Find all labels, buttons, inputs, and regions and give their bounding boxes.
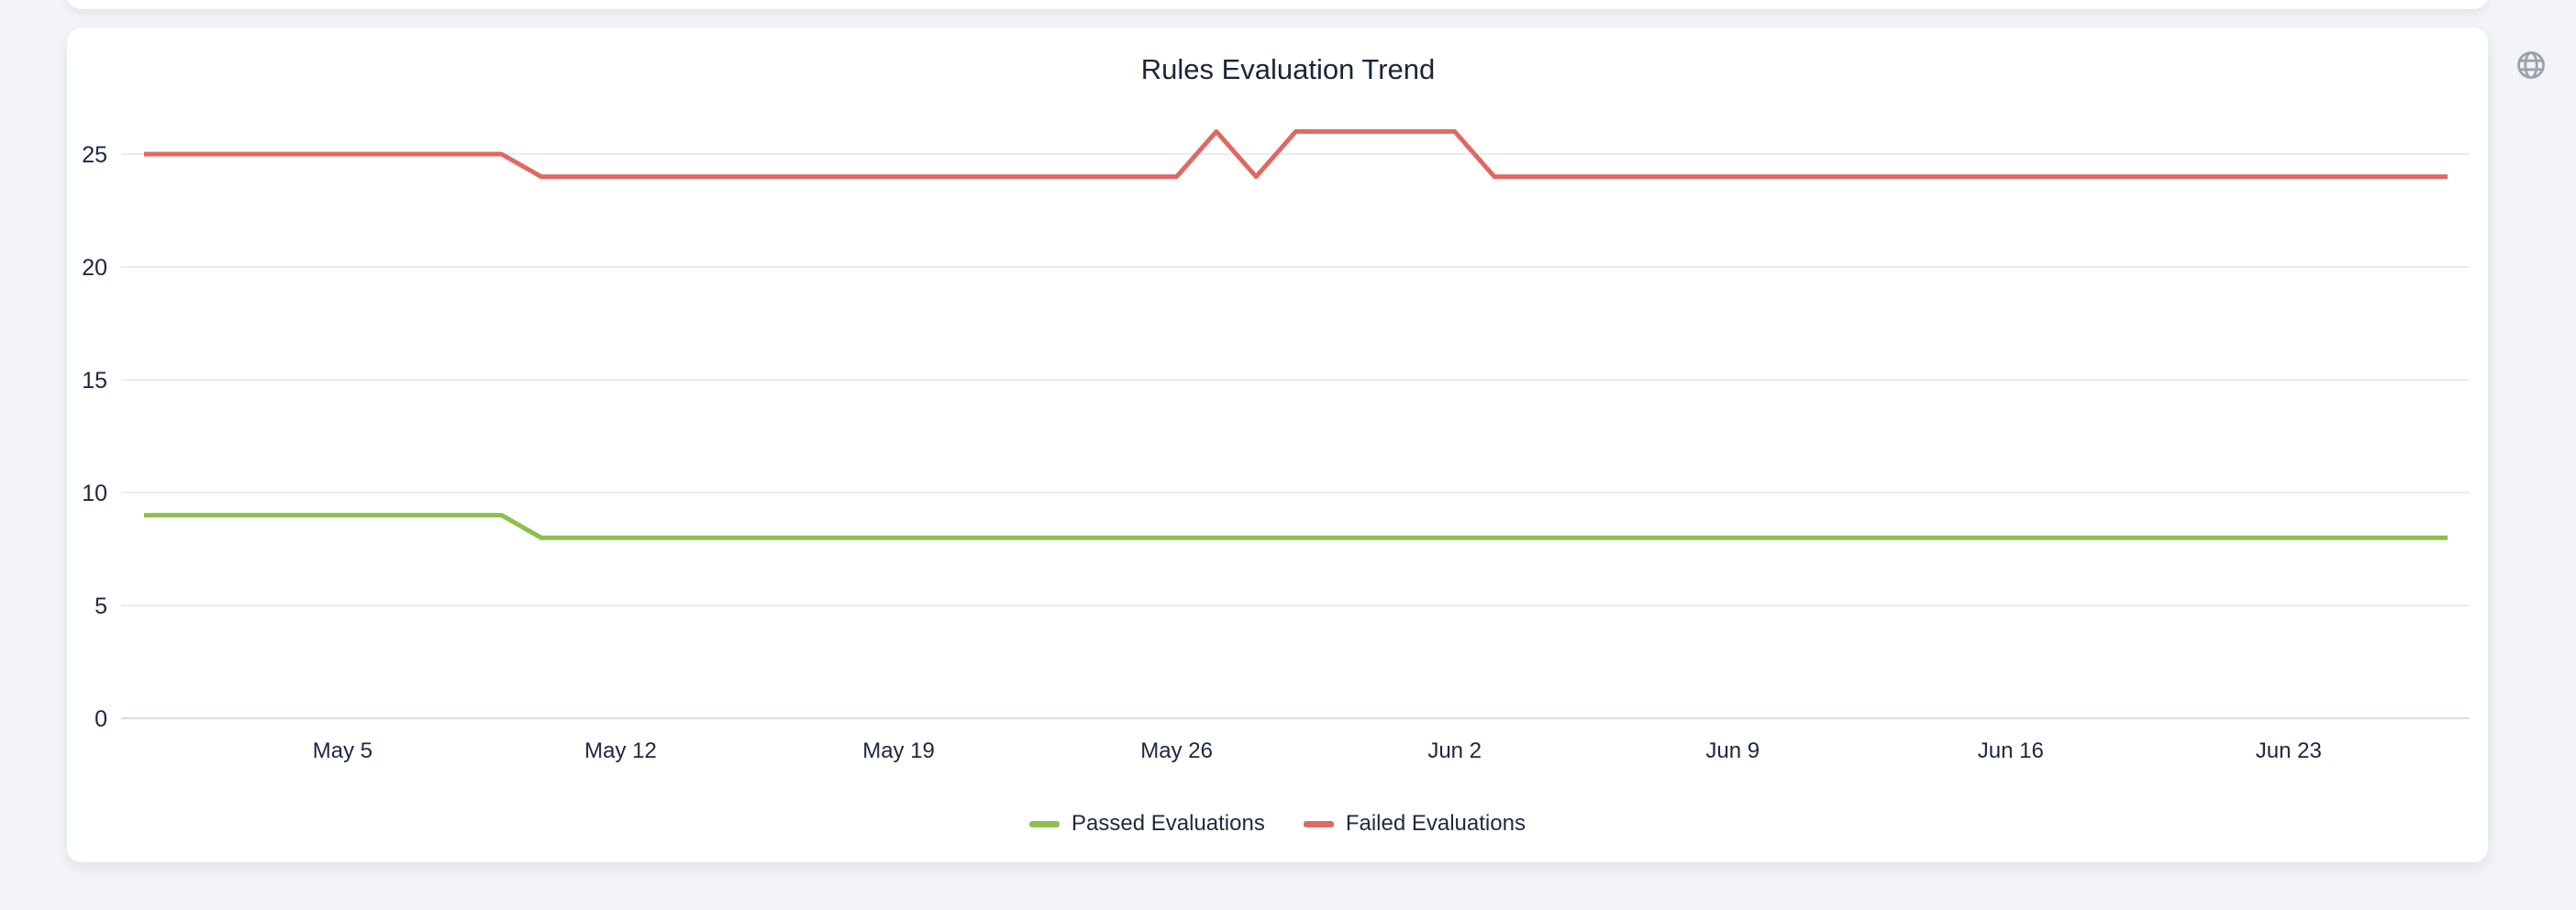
y-tick-label: 20 [82,255,107,281]
globe-icon-svg [2517,51,2545,79]
x-tick-label: Jun 23 [2256,738,2322,763]
y-tick-label: 25 [82,142,107,168]
globe-icon[interactable] [2515,50,2547,81]
legend-label: Passed Evaluations [1071,811,1265,836]
previous-card-bottom-edge [67,0,2488,9]
legend-dash-icon [1029,820,1060,827]
x-tick-label: May 5 [313,738,372,763]
legend-item-passed-evaluations[interactable]: Passed Evaluations [1029,811,1265,837]
y-tick-label: 5 [94,594,107,619]
legend-dash-icon [1303,820,1334,827]
y-tick-label: 0 [94,706,107,732]
x-tick-label: Jun 16 [1978,738,2044,763]
legend-label: Failed Evaluations [1345,811,1526,836]
x-tick-label: Jun 9 [1705,738,1760,763]
x-tick-label: Jun 2 [1427,738,1482,763]
y-tick-label: 10 [82,481,107,506]
chart-title: Rules Evaluation Trend [1140,53,1436,85]
trend-chart: 0 5 10 15 20 25 May 5 May 12 May 19 May 26 Jun 2 Ju… [82,128,2470,763]
x-tick-label: May 26 [1140,738,1213,763]
series-line-failed-evaluations [144,128,2448,180]
y-tick-label: 15 [82,368,107,394]
chart-legend: Passed Evaluations Failed Evaluations [67,811,2488,837]
chart-card [67,28,2488,862]
x-tick-label: May 12 [584,738,657,763]
legend-item-failed-evaluations[interactable]: Failed Evaluations [1303,811,1526,837]
series-line-passed-evaluations [144,513,2448,540]
x-tick-label: May 19 [862,738,935,763]
